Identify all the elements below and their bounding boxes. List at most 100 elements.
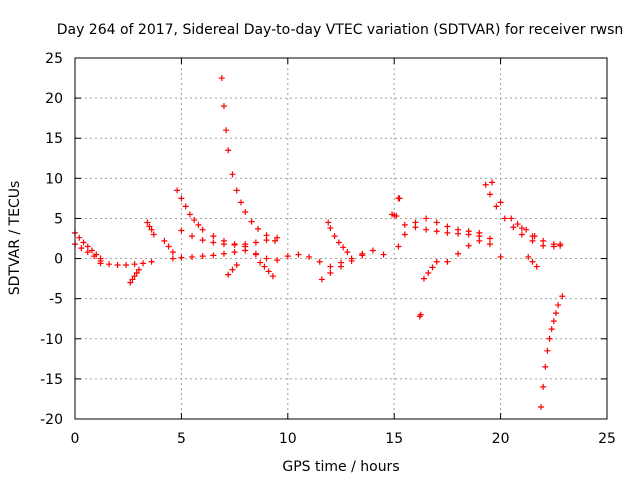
data-point <box>220 241 227 248</box>
data-point <box>327 263 334 270</box>
data-point <box>327 269 334 276</box>
y-tick-label: 10 <box>45 171 63 187</box>
data-point <box>433 228 440 235</box>
y-tick-label: 25 <box>45 51 63 67</box>
data-point <box>359 250 366 257</box>
series-arc-09 <box>218 75 279 244</box>
data-point <box>482 181 489 188</box>
data-point <box>550 318 557 325</box>
data-point <box>131 261 138 268</box>
data-point <box>135 266 142 273</box>
x-axis-ticks: 0 5 10 15 20 25 <box>71 58 616 447</box>
data-point <box>199 253 206 260</box>
data-point <box>189 233 196 240</box>
data-point <box>140 260 147 267</box>
data-point <box>497 199 504 206</box>
data-point <box>425 269 432 276</box>
data-point <box>548 326 555 333</box>
data-point <box>252 239 259 246</box>
data-point <box>369 247 376 254</box>
data-point <box>265 268 272 275</box>
data-point <box>178 195 185 202</box>
data-point <box>161 237 168 244</box>
data-point <box>84 249 91 256</box>
data-point <box>318 276 325 283</box>
data-point <box>233 187 240 194</box>
data-point <box>529 258 536 265</box>
series-arc-15 <box>318 252 366 283</box>
series-arc-24 <box>482 181 564 250</box>
data-point <box>229 266 236 273</box>
data-point <box>174 187 181 194</box>
data-point <box>199 226 206 233</box>
plot-frame <box>74 57 608 420</box>
data-point <box>225 147 232 154</box>
series-arc-20 <box>401 221 493 242</box>
data-point <box>91 253 98 260</box>
data-point <box>348 255 355 262</box>
data-point <box>455 230 462 237</box>
data-point <box>538 403 545 410</box>
data-point <box>531 233 538 240</box>
data-point <box>191 217 198 224</box>
data-point <box>559 293 566 300</box>
data-point <box>133 269 140 276</box>
data-point <box>76 234 83 241</box>
y-axis-label: SDTVAR / TECUs <box>7 181 23 296</box>
data-point <box>518 225 525 232</box>
data-point <box>89 247 96 254</box>
data-point <box>242 209 249 216</box>
data-point <box>306 253 313 260</box>
x-axis-label: GPS time / hours <box>282 459 399 475</box>
data-point <box>231 249 238 256</box>
data-point <box>195 221 202 228</box>
x-tick-label: 15 <box>385 431 403 447</box>
data-point <box>455 250 462 257</box>
series-arc-04 <box>127 266 142 286</box>
series-arc-17 <box>389 211 400 220</box>
data-point <box>444 223 451 230</box>
grid-lines <box>75 58 607 419</box>
data-point <box>423 215 430 222</box>
series-arc-05 <box>144 219 157 238</box>
data-point <box>396 195 403 202</box>
data-point <box>237 199 244 206</box>
data-point <box>269 273 276 280</box>
data-point <box>233 261 240 268</box>
data-point <box>220 103 227 110</box>
data-point <box>331 233 338 240</box>
data-point <box>263 232 270 239</box>
y-tick-label: -15 <box>40 372 63 388</box>
series-arc-08 <box>178 227 281 248</box>
series-arc-14 <box>325 219 351 256</box>
chart-title: Day 264 of 2017, Sidereal Day-to-day VTE… <box>57 22 624 38</box>
data-point <box>165 243 172 250</box>
data-point <box>508 215 515 222</box>
data-point <box>429 264 436 271</box>
data-point <box>127 279 134 286</box>
data-point <box>444 229 451 236</box>
series-arc-27 <box>525 253 540 270</box>
y-axis-ticks: -20 -15 -10 -5 0 5 10 15 20 25 <box>40 51 607 428</box>
data-point <box>523 226 530 233</box>
data-point <box>78 245 85 252</box>
data-point <box>261 263 268 270</box>
data-point <box>401 221 408 228</box>
data-point <box>486 235 493 242</box>
data-point <box>178 254 185 261</box>
y-tick-label: 0 <box>54 252 63 268</box>
series-arc-22 <box>420 258 440 282</box>
x-tick-label: 5 <box>177 431 186 447</box>
data-point <box>144 219 151 226</box>
data-point <box>533 263 540 270</box>
y-tick-label: 20 <box>45 91 63 107</box>
data-point <box>340 244 347 251</box>
data-point <box>542 363 549 370</box>
data-point <box>178 227 185 234</box>
data-point <box>220 250 227 257</box>
data-point <box>476 237 483 244</box>
series-arc-01 <box>72 229 104 262</box>
data-point <box>242 247 249 254</box>
series-arc-26 <box>514 221 538 240</box>
